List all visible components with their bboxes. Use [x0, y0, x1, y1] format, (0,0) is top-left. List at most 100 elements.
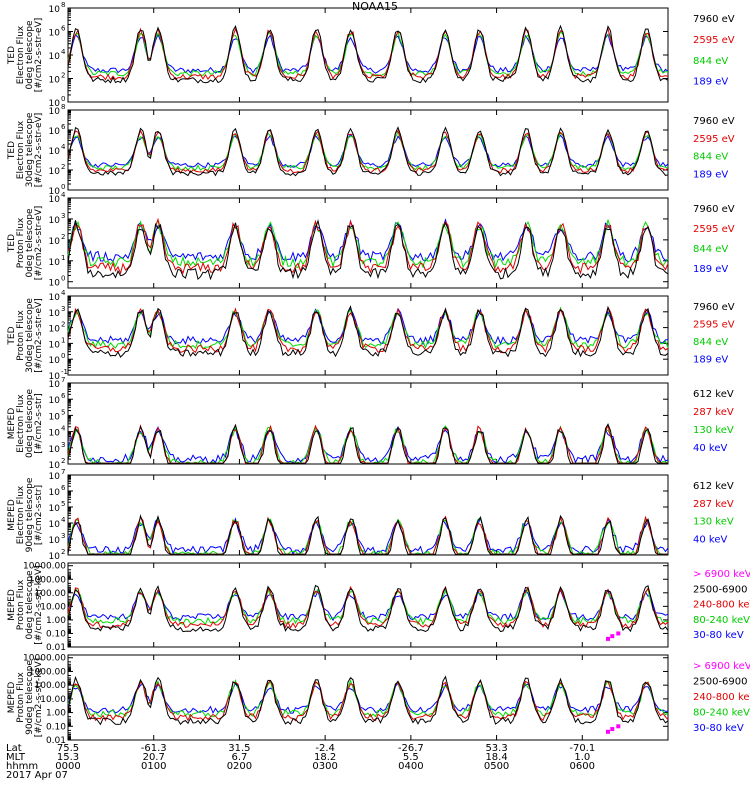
y-tick-label: 10000.00: [23, 654, 66, 664]
data-point: [606, 636, 610, 641]
panel-frame: [67, 7, 669, 103]
data-point: [610, 634, 615, 639]
y-tick-label: 10: [49, 147, 61, 157]
legend-entry: 612 keV: [693, 389, 734, 400]
y-tick-label: 10: [49, 520, 61, 530]
legend-entry: 189 eV: [693, 77, 728, 88]
y-tick-exponent: 8: [61, 1, 65, 9]
legend-entry: 612 keV: [693, 481, 734, 492]
y-axis-label-line: [#/cm2-s-str-keV]: [34, 658, 44, 737]
y-tick-label: 10: [49, 279, 61, 289]
y-tick-label: 10: [49, 107, 61, 117]
y-axis-label-line: TED: [7, 141, 17, 160]
y-tick-label: 10: [49, 167, 61, 177]
y-tick-exponent: 1: [61, 336, 65, 344]
y-tick-label: 10000.00: [23, 562, 66, 572]
y-tick-exponent: 2: [61, 457, 65, 465]
y-tick-label: 10: [49, 187, 61, 197]
y-axis-label-line: 30deg telescope: [25, 298, 35, 373]
legend-entry: 7960 eV: [693, 204, 735, 215]
y-tick-exponent: 0: [61, 95, 65, 103]
legend-entry: 844 eV: [693, 152, 728, 163]
y-tick-exponent: -1: [61, 368, 68, 376]
date-label: 2017 Apr 07: [6, 770, 68, 781]
ephemeris-mlt: 20.7: [143, 752, 165, 763]
legend-entry: 80-240 keV: [693, 615, 750, 626]
y-tick-exponent: 1: [61, 254, 65, 262]
ephemeris-row-label: Lat: [6, 743, 22, 754]
panel-8: 10000.001000.00100.0010.001.000.100.01ME…: [7, 654, 750, 746]
y-tick-label: 10: [49, 472, 61, 482]
y-tick-label: 10: [49, 445, 61, 455]
y-tick-exponent: 0: [61, 275, 65, 283]
y-tick-exponent: 2: [61, 233, 65, 241]
y-tick-exponent: 3: [61, 305, 65, 313]
series-line: [67, 306, 669, 350]
legend-entry: 80-240 keV: [693, 707, 750, 718]
series-line: [67, 133, 669, 169]
series-line: [67, 678, 669, 718]
ephemeris-hhmm: 0400: [398, 761, 423, 772]
ephemeris-row-label: MLT: [6, 752, 26, 763]
y-tick-exponent: 2: [61, 321, 65, 329]
y-tick-label: 10: [49, 340, 61, 350]
y-tick-label: 10: [49, 309, 61, 319]
y-axis-label-line: [#/cm2-s-str-keV]: [34, 565, 44, 644]
y-tick-exponent: 3: [61, 212, 65, 220]
y-tick-exponent: 6: [61, 25, 66, 33]
y-tick-label: 0.01: [46, 643, 66, 653]
y-tick-exponent: 4: [61, 191, 66, 199]
legend-entry: 844 eV: [693, 244, 728, 255]
panel-frame: [67, 382, 669, 465]
y-tick-exponent: 4: [61, 48, 66, 56]
y-tick-exponent: 5: [61, 500, 65, 508]
y-tick-label: 100.00: [35, 589, 67, 599]
y-tick-exponent: 0: [61, 352, 65, 360]
y-tick-label: 10: [49, 380, 61, 390]
data-point: [606, 729, 610, 734]
panel-frame: [67, 295, 669, 376]
y-tick-label: 10: [49, 5, 61, 15]
ephemeris-hhmm: 0100: [141, 761, 166, 772]
panel-frame: [67, 109, 669, 191]
ephemeris-row-label: hhmm: [6, 761, 38, 772]
legend-entry: 2595 eV: [693, 320, 735, 331]
y-tick-label: 10: [49, 52, 61, 62]
y-axis-label: TED Electron Flux 30deg telescope [#/cm2-s-…: [7, 112, 44, 187]
y-tick-label: 0.01: [46, 736, 66, 746]
legend-entry: 130 keV: [693, 517, 734, 528]
legend-entry: 189 eV: [693, 169, 728, 180]
y-tick-exponent: 6: [61, 392, 66, 400]
series-line: [67, 584, 669, 633]
ephemeris-lat: 53.3: [485, 743, 507, 754]
y-tick-label: 10: [49, 552, 61, 562]
y-tick-exponent: 2: [61, 548, 65, 556]
y-axis-label: MEPED Electron Flux 0deg telescope [#/cm2-s…: [7, 389, 44, 459]
legend-entry: 240-800 keV: [693, 600, 750, 611]
series-line: [67, 27, 669, 81]
legend-entry: 40 keV: [693, 443, 727, 454]
y-tick-label: 10: [49, 216, 61, 226]
y-tick-label: 10: [49, 488, 61, 498]
series-line: [67, 675, 669, 726]
plot-title: NOAA15: [351, 0, 399, 13]
legend-entry: > 6900 keV: [693, 661, 750, 672]
legend-entry: 2595 eV: [693, 224, 735, 235]
y-tick-label: 10: [49, 325, 61, 335]
y-tick-label: 10: [49, 76, 61, 86]
legend-entry: 189 eV: [693, 264, 728, 275]
legend-entry: 7960 eV: [693, 116, 735, 127]
legend-entry: 130 keV: [693, 425, 734, 436]
y-axis-label-line: Electron Flux: [16, 485, 26, 544]
y-tick-label: 1.00: [46, 616, 66, 626]
y-axis-label: MEPED Electron Flux 90deg telescope [#/cm2-…: [7, 477, 44, 552]
y-tick-exponent: 6: [61, 484, 66, 492]
series-line: [67, 423, 668, 464]
legend-entry: 7960 eV: [693, 14, 735, 25]
y-tick-label: 10: [49, 127, 61, 137]
y-tick-exponent: 4: [61, 425, 66, 433]
ephemeris-hhmm: 0000: [55, 761, 80, 772]
y-axis-label-line: TED: [7, 326, 17, 345]
